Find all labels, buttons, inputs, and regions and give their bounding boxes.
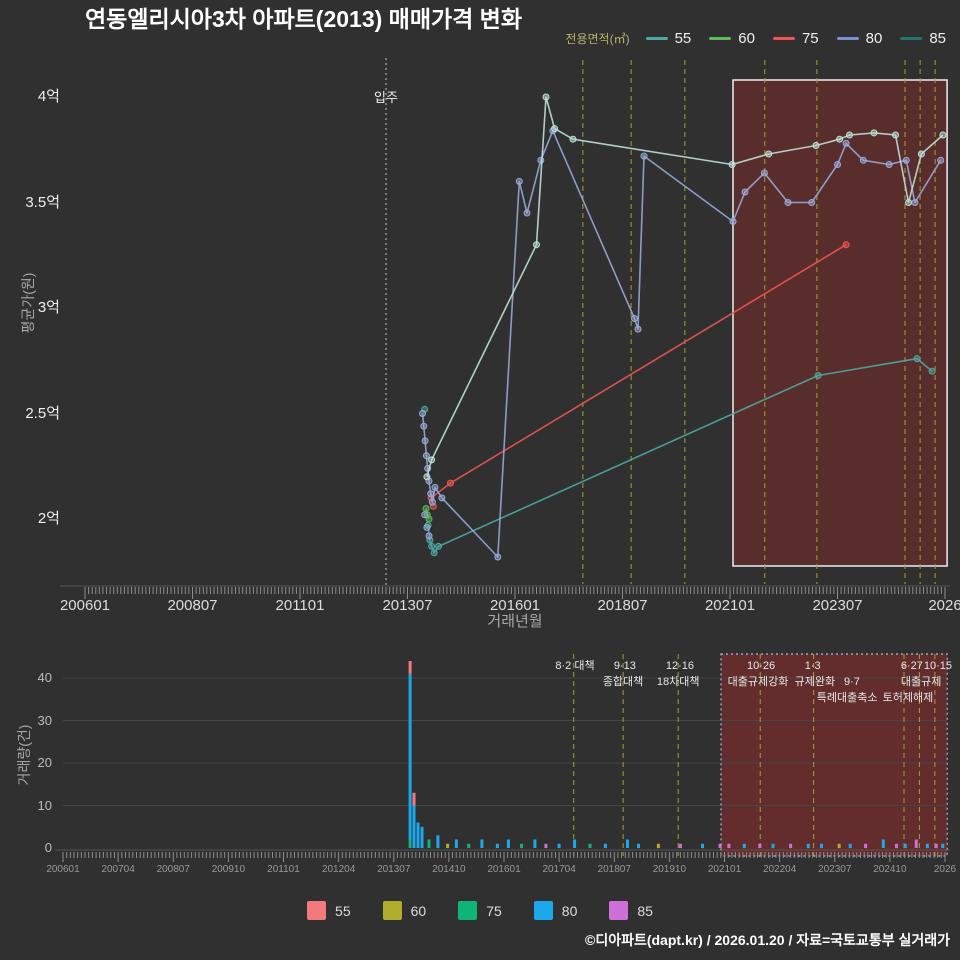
legend-bottom-item-75[interactable]: 75 [458, 901, 502, 920]
legend-top-label: 55 [674, 30, 692, 47]
legend-bottom-item-80[interactable]: 80 [533, 901, 578, 920]
legend-square-swatch [382, 901, 402, 920]
price-series-55 [421, 355, 936, 557]
legend-line-swatch [709, 37, 732, 40]
legend-top-label: 85 [929, 30, 946, 47]
legend-bottom-label: 75 [486, 902, 502, 919]
legend-top-title: 전용면적(㎡) [565, 32, 630, 46]
legend-top-item-60[interactable]: 60 [709, 30, 755, 47]
policy-lines [573, 60, 936, 856]
legend-top-item-85[interactable]: 85 [900, 30, 946, 47]
legend-bottom-item-60[interactable]: 60 [382, 901, 427, 920]
legend-top: 전용면적(㎡) 55 60 75 80 85 [565, 30, 946, 47]
legend-top-label: 60 [738, 30, 755, 47]
highlight-region-volume [721, 654, 948, 856]
legend-top-item-75[interactable]: 75 [772, 30, 819, 47]
legend-square-swatch [458, 901, 478, 920]
page-title: 연동엘리시아3차 아파트(2013) 매매가격 변화 [85, 6, 523, 32]
legend-top-item-55[interactable]: 55 [645, 30, 692, 47]
legend-bottom-item-55[interactable]: 55 [307, 901, 351, 920]
volume-bars [408, 661, 945, 849]
legend-square-swatch [609, 901, 629, 920]
legend-bottom-label: 85 [637, 902, 653, 919]
legend-square-swatch [533, 901, 553, 920]
legend-top-items: 55 60 75 80 85 [645, 30, 946, 47]
legend-bottom-label: 80 [561, 902, 578, 919]
legend-square-swatch [307, 901, 327, 920]
y-axis-title-volume: 거래량(건) [16, 724, 32, 786]
legend-bottom-item-85[interactable]: 85 [609, 901, 653, 920]
legend-bottom-label: 55 [335, 902, 351, 919]
x-axis-title: 거래년월 [487, 613, 543, 630]
legend-top-label: 75 [801, 30, 819, 47]
highlight-region-main [732, 79, 948, 567]
legend-top-item-80[interactable]: 80 [836, 30, 883, 47]
price-series-85 [423, 93, 947, 481]
y-axis-title-price: 평균가(원) [20, 272, 36, 334]
highlight-border-volume [720, 653, 948, 857]
legend-bottom: 55 60 75 80 85 [0, 901, 960, 920]
legend-line-swatch [772, 37, 795, 40]
legend-line-swatch [645, 37, 668, 40]
legend-bottom-label: 60 [410, 902, 427, 919]
axis-ticks [62, 587, 946, 862]
legend-line-swatch [836, 37, 859, 40]
legend-top-label: 80 [865, 30, 883, 47]
footer-credit: ©디아파트(dapt.kr) / 2026.01.20 / 자료=국토교통부 실… [585, 932, 950, 948]
legend-line-swatch [900, 37, 923, 40]
